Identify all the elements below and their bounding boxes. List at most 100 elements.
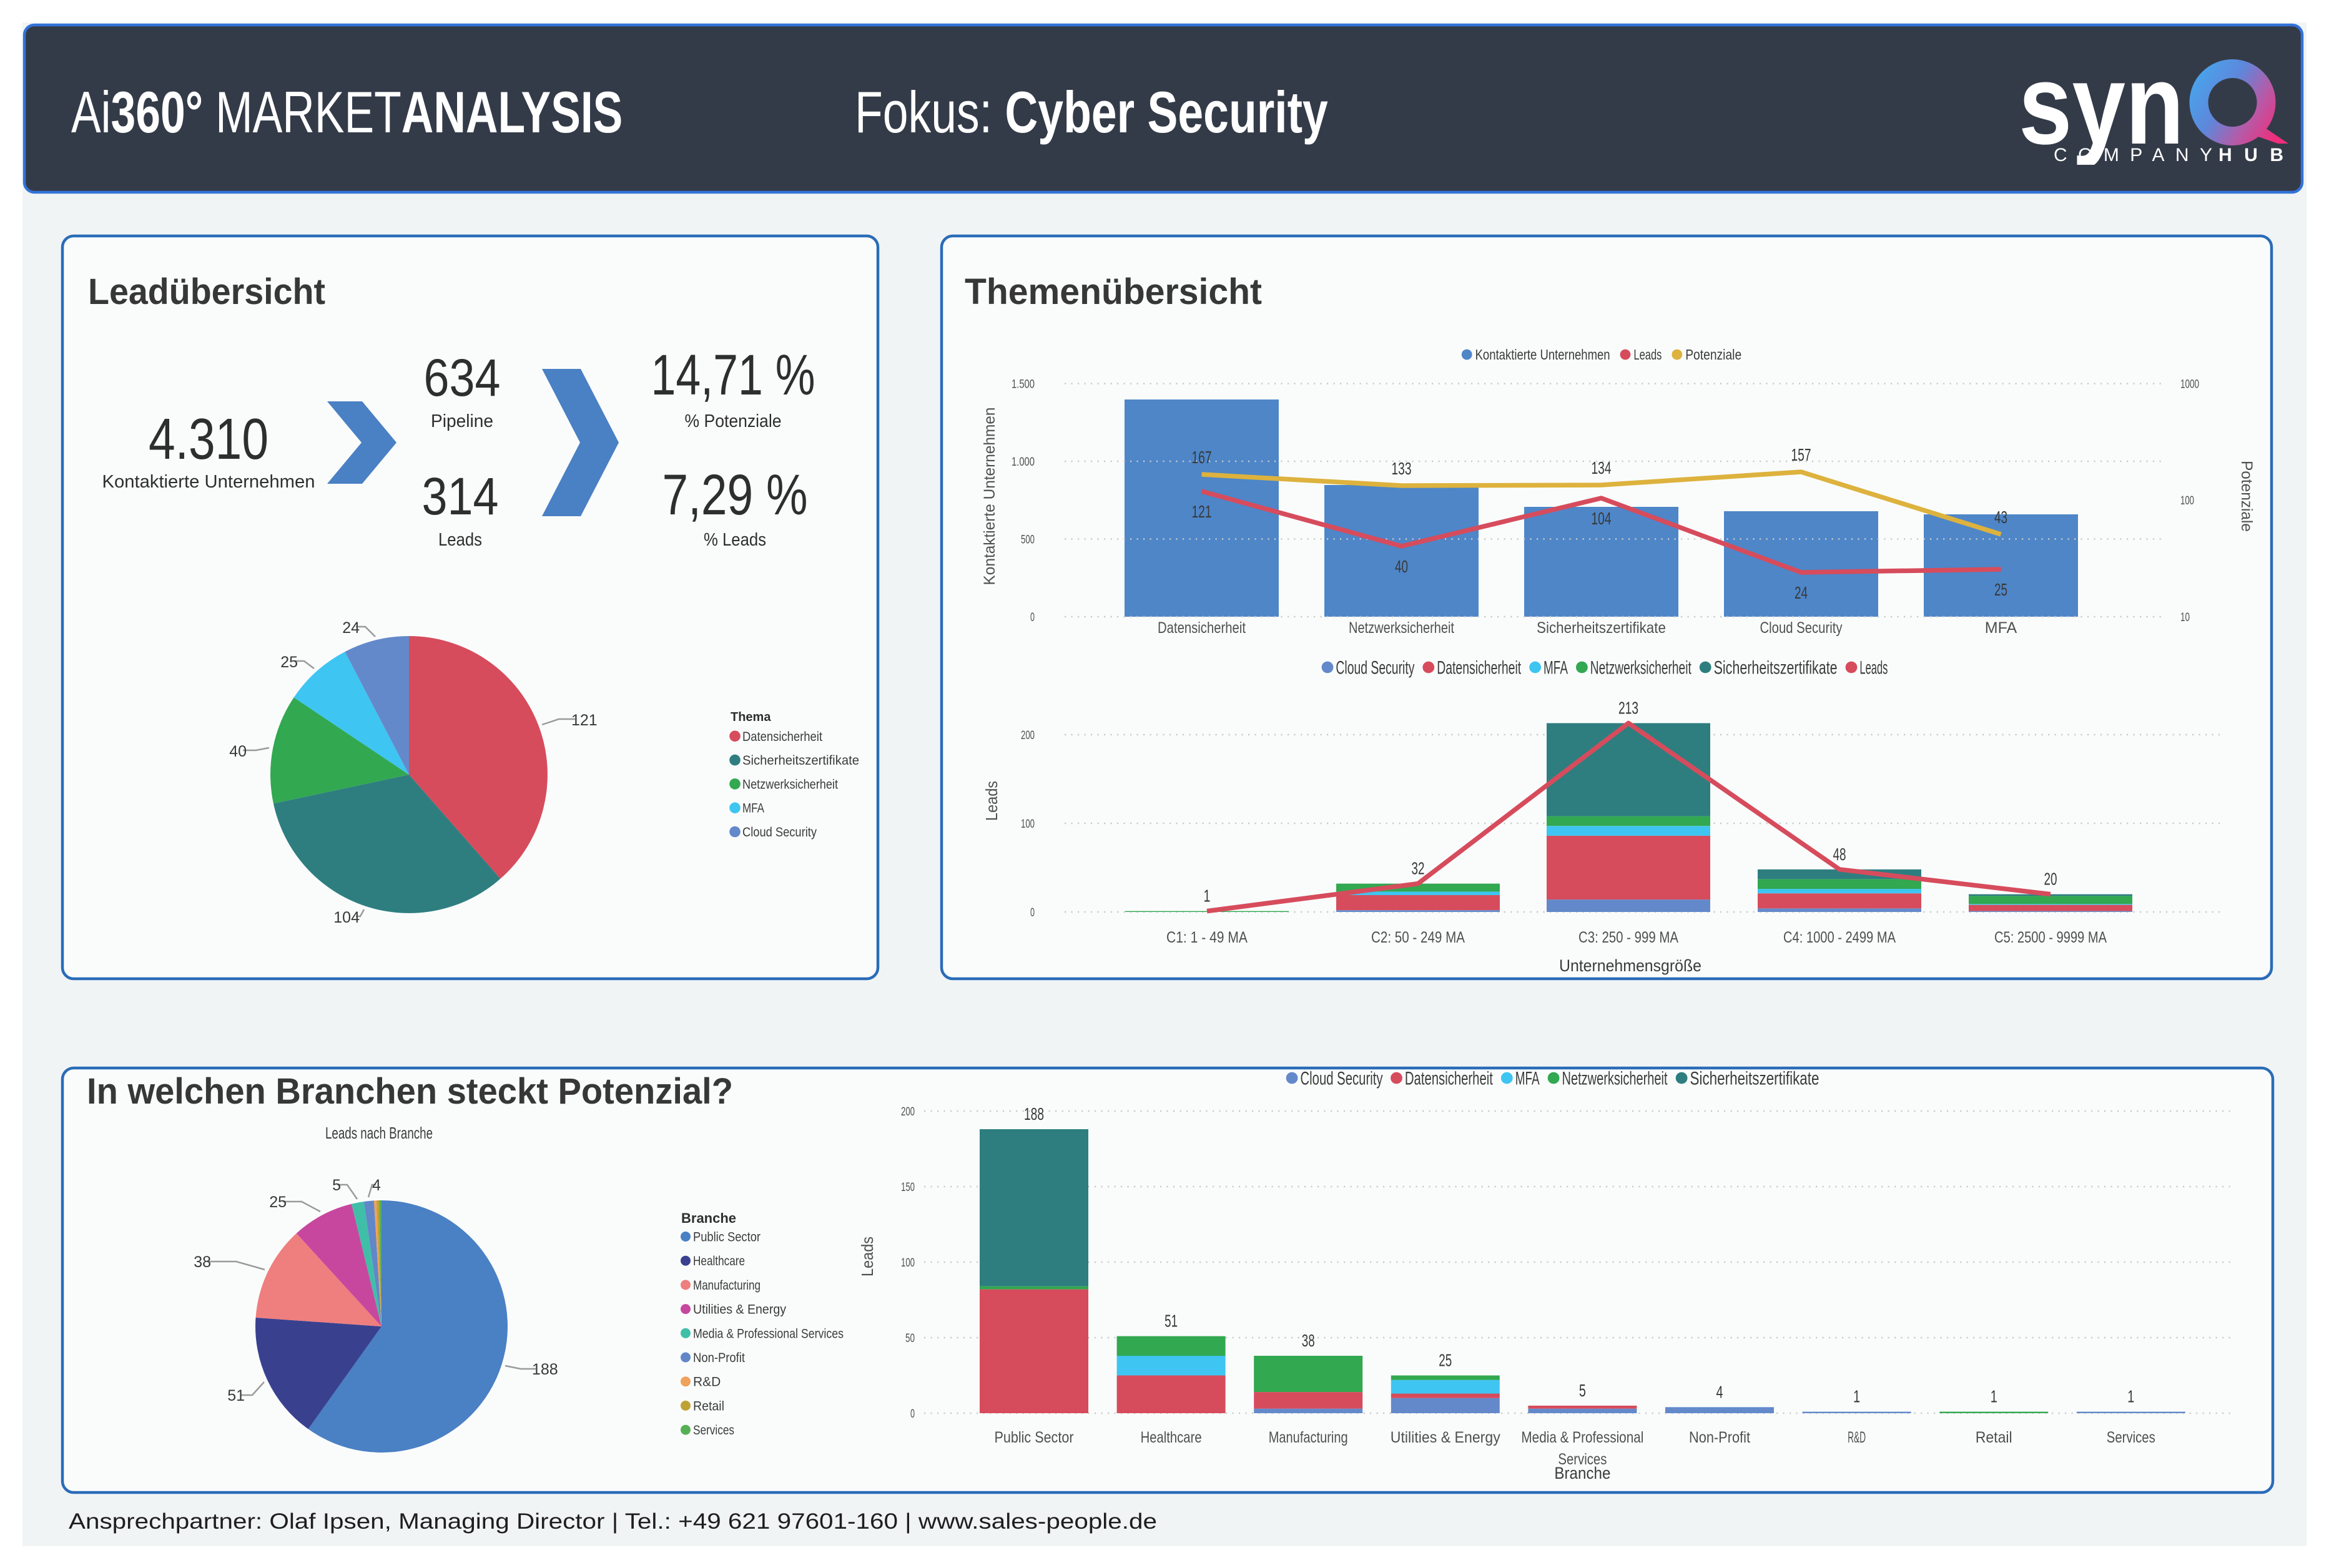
svg-text:25: 25 xyxy=(1994,580,2007,599)
svg-text:38: 38 xyxy=(194,1253,211,1271)
svg-text:Services: Services xyxy=(1558,1451,1607,1468)
svg-text:24: 24 xyxy=(1795,583,1808,602)
svg-text:Retail: Retail xyxy=(1976,1429,2012,1446)
svg-text:Manufacturing: Manufacturing xyxy=(693,1278,761,1293)
svg-text:Sicherheitszertifikate: Sicherheitszertifikate xyxy=(1537,619,1666,637)
svg-text:MFA: MFA xyxy=(1544,658,1568,679)
svg-text:Sicherheitszertifikate: Sicherheitszertifikate xyxy=(742,753,859,768)
svg-text:Utilities & Energy: Utilities & Energy xyxy=(693,1303,786,1317)
svg-text:4: 4 xyxy=(1716,1382,1723,1401)
svg-text:100: 100 xyxy=(1021,818,1035,831)
svg-text:COMPANY: COMPANY xyxy=(2054,145,2212,165)
svg-text:Datensicherheit: Datensicherheit xyxy=(1405,1069,1493,1089)
svg-text:121: 121 xyxy=(1192,502,1212,521)
svg-text:Sicherheitszertifikate: Sicherheitszertifikate xyxy=(1714,658,1838,679)
svg-text:Potenziale: Potenziale xyxy=(2238,461,2255,532)
svg-text:100: 100 xyxy=(2180,494,2194,507)
svg-text:1: 1 xyxy=(1204,886,1211,906)
svg-text:1.000: 1.000 xyxy=(1012,456,1035,469)
svg-text:C4: 1000 - 2499 MA: C4: 1000 - 2499 MA xyxy=(1783,929,1896,946)
svg-text:48: 48 xyxy=(1833,845,1846,864)
svg-text:38: 38 xyxy=(1302,1331,1315,1350)
svg-text:Leadübersicht: Leadübersicht xyxy=(88,272,325,312)
svg-text:syn: syn xyxy=(2019,40,2184,168)
svg-text:Cloud Security: Cloud Security xyxy=(1336,658,1414,679)
svg-text:1: 1 xyxy=(2127,1387,2134,1406)
svg-text:Leads nach Branche: Leads nach Branche xyxy=(325,1124,433,1142)
svg-text:51: 51 xyxy=(1164,1311,1178,1331)
svg-text:In welchen Branchen steckt Pot: In welchen Branchen steckt Potenzial? xyxy=(87,1071,733,1112)
svg-text:Kontaktierte Unternehmen: Kontaktierte Unternehmen xyxy=(102,472,315,492)
svg-text:Pipeline: Pipeline xyxy=(431,411,493,431)
svg-text:C2: 50 - 249 MA: C2: 50 - 249 MA xyxy=(1371,929,1465,946)
svg-text:150: 150 xyxy=(901,1181,915,1194)
svg-text:% Potenziale: % Potenziale xyxy=(685,411,782,431)
svg-text:100: 100 xyxy=(901,1257,915,1270)
svg-text:Datensicherheit: Datensicherheit xyxy=(1158,619,1246,637)
svg-text:MFA: MFA xyxy=(1985,619,2017,637)
svg-text:50: 50 xyxy=(905,1332,915,1345)
svg-text:Non-Profit: Non-Profit xyxy=(1689,1429,1750,1446)
svg-text:Leads: Leads xyxy=(1859,658,1888,679)
svg-text:213: 213 xyxy=(1618,698,1638,718)
svg-text:Utilities & Energy: Utilities & Energy xyxy=(1391,1429,1500,1446)
svg-text:51: 51 xyxy=(227,1387,245,1404)
svg-text:0: 0 xyxy=(1030,906,1035,919)
svg-text:C5: 2500 - 9999 MA: C5: 2500 - 9999 MA xyxy=(1994,929,2107,946)
svg-text:Kontaktierte Unternehmen: Kontaktierte Unternehmen xyxy=(981,408,998,586)
svg-text:1: 1 xyxy=(1991,1387,1997,1406)
svg-text:Thema: Thema xyxy=(731,710,771,724)
svg-text:Media & Professional: Media & Professional xyxy=(1521,1429,1643,1446)
svg-text:Datensicherheit: Datensicherheit xyxy=(742,730,822,744)
svg-text:200: 200 xyxy=(1021,729,1035,742)
svg-text:C1: 1 - 49 MA: C1: 1 - 49 MA xyxy=(1166,929,1248,946)
svg-text:5: 5 xyxy=(1579,1381,1586,1400)
svg-text:Services: Services xyxy=(2107,1429,2155,1446)
svg-text:104: 104 xyxy=(1592,509,1612,528)
svg-text:C3: 250 - 999 MA: C3: 250 - 999 MA xyxy=(1578,929,1678,946)
svg-text:157: 157 xyxy=(1791,445,1811,464)
svg-text:25: 25 xyxy=(280,654,298,671)
svg-text:133: 133 xyxy=(1392,459,1412,478)
svg-text:Cloud Security: Cloud Security xyxy=(1301,1069,1383,1089)
svg-text:0: 0 xyxy=(1030,611,1035,624)
svg-text:32: 32 xyxy=(1412,859,1425,878)
svg-text:4.310: 4.310 xyxy=(149,406,268,471)
svg-text:Public Sector: Public Sector xyxy=(693,1230,761,1245)
svg-text:Non-Profit: Non-Profit xyxy=(693,1351,745,1365)
svg-text:24: 24 xyxy=(342,619,360,637)
svg-text:188: 188 xyxy=(532,1361,558,1378)
svg-text:HUB: HUB xyxy=(2218,145,2283,165)
svg-text:MFA: MFA xyxy=(1515,1069,1540,1089)
svg-text:0: 0 xyxy=(910,1408,915,1421)
svg-text:188: 188 xyxy=(1024,1104,1044,1124)
svg-text:Datensicherheit: Datensicherheit xyxy=(1437,658,1521,679)
svg-text:Retail: Retail xyxy=(693,1399,724,1413)
svg-text:Ansprechpartner: Olaf Ipsen, M: Ansprechpartner: Olaf Ipsen, Managing Di… xyxy=(69,1509,1157,1534)
svg-text:Netzwerksicherheit: Netzwerksicherheit xyxy=(742,777,838,791)
svg-text:Cloud Security: Cloud Security xyxy=(742,825,817,840)
svg-text:40: 40 xyxy=(1395,557,1408,576)
svg-text:121: 121 xyxy=(571,712,598,729)
svg-text:10: 10 xyxy=(2180,611,2190,624)
svg-text:500: 500 xyxy=(1021,534,1035,547)
svg-text:Branche: Branche xyxy=(681,1210,736,1226)
svg-text:7,29 %: 7,29 % xyxy=(662,463,808,527)
svg-text:Leads: Leads xyxy=(438,530,482,550)
svg-text:25: 25 xyxy=(1439,1351,1452,1370)
svg-text:Unternehmensgröße: Unternehmensgröße xyxy=(1559,956,1701,975)
svg-text:634: 634 xyxy=(424,348,501,407)
svg-text:Sicherheitszertifikate: Sicherheitszertifikate xyxy=(1690,1069,1819,1089)
svg-text:MFA: MFA xyxy=(742,801,764,816)
svg-text:R&D: R&D xyxy=(693,1375,721,1389)
svg-text:1.500: 1.500 xyxy=(1012,378,1035,391)
svg-text:Branche: Branche xyxy=(1554,1464,1610,1482)
svg-text:Potenziale: Potenziale xyxy=(1685,346,1741,363)
svg-text:4: 4 xyxy=(372,1177,381,1194)
svg-text:% Leads: % Leads xyxy=(704,530,766,550)
svg-text:Ai360° MARKETANALYSIS: Ai360° MARKETANALYSIS xyxy=(71,79,623,145)
svg-text:Public Sector: Public Sector xyxy=(995,1429,1074,1446)
svg-text:Leads: Leads xyxy=(1633,346,1662,363)
svg-text:43: 43 xyxy=(1994,507,2007,527)
svg-text:R&D: R&D xyxy=(1848,1429,1866,1446)
